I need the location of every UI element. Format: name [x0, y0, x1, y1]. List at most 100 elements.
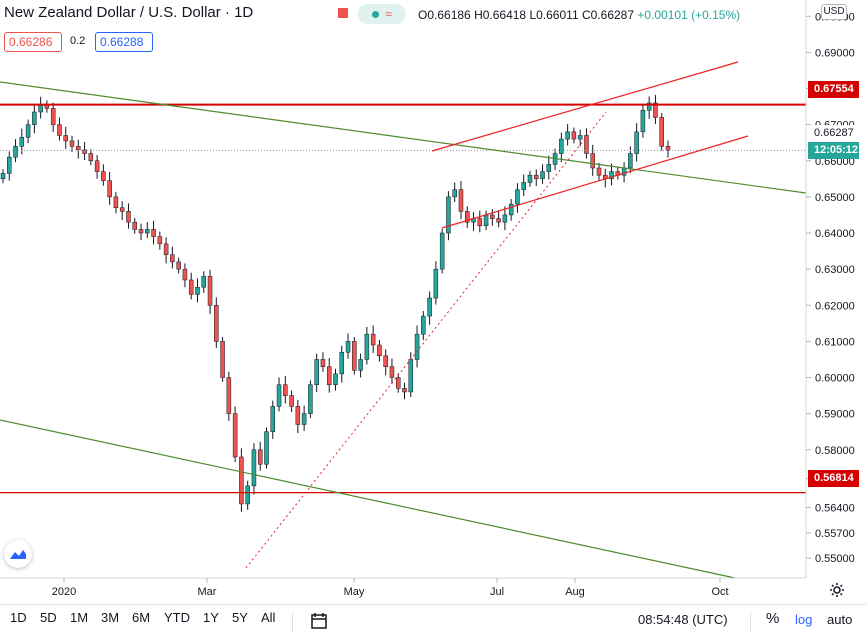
candle-body: [565, 131, 570, 140]
candle-body: [414, 333, 420, 360]
candle-body: [207, 276, 213, 306]
y-tick-label: 0.58000: [815, 445, 855, 457]
candle-body: [508, 203, 514, 216]
log-scale-button[interactable]: log: [795, 612, 813, 627]
toolbar-divider: [750, 612, 751, 632]
candle-body: [534, 174, 539, 180]
current-price-tag: 0.66287: [808, 125, 859, 142]
candle-body: [546, 164, 552, 172]
toolbar-divider: [292, 612, 293, 632]
candle-body: [577, 135, 583, 140]
time-axis: 2020 Mar May Jul Aug Oct: [52, 578, 729, 598]
buy-button[interactable]: 0.66288: [95, 32, 153, 52]
ohlc-legend: O0.66186 H0.66418 L0.66011 C0.66287 +0.0…: [418, 8, 740, 22]
y-tick-label: 0.65000: [815, 192, 855, 204]
candle-body: [383, 355, 388, 367]
candle-body: [628, 153, 633, 169]
candle-body: [88, 153, 94, 162]
candle-body: [377, 344, 382, 357]
utc-clock[interactable]: 08:54:48 (UTC): [638, 612, 728, 627]
symbol-title[interactable]: New Zealand Dollar / U.S. Dollar · 1D: [4, 4, 254, 21]
candle-body: [364, 333, 370, 360]
candle-body: [195, 286, 200, 295]
y-tick-label: 0.64000: [815, 228, 855, 240]
candle-body: [584, 135, 589, 154]
range-1m[interactable]: 1M: [70, 610, 89, 625]
range-ytd[interactable]: YTD: [164, 610, 190, 625]
candle-body: [295, 406, 301, 425]
candle-body: [182, 268, 188, 281]
candle-body: [395, 377, 401, 389]
candle-body: [345, 341, 351, 353]
range-5y[interactable]: 5Y: [232, 610, 248, 625]
candle-body: [308, 384, 313, 414]
candle-body: [7, 156, 12, 174]
x-tick-label: Oct: [711, 586, 728, 598]
settings-gear-icon[interactable]: [829, 582, 845, 598]
range-1d[interactable]: 1D: [10, 610, 27, 625]
candle-body: [333, 373, 338, 385]
y-tick-label: 0.63000: [815, 264, 855, 276]
percent-scale-button[interactable]: %: [766, 610, 780, 627]
candle-body: [270, 406, 276, 432]
candle-body: [502, 214, 508, 223]
candle-body: [126, 211, 131, 223]
support-price-tag: 0.56814: [808, 470, 859, 487]
candle-body: [69, 140, 75, 147]
y-tick-label: 0.55700: [815, 528, 855, 540]
candle-body: [50, 108, 56, 125]
market-status-icon: [338, 8, 348, 18]
range-1y[interactable]: 1Y: [203, 610, 219, 625]
candle-body: [596, 167, 602, 176]
x-tick-label: May: [344, 586, 365, 598]
candle-body: [433, 268, 439, 299]
candle-body: [163, 243, 169, 255]
ohlc-high: H0.66418: [474, 8, 527, 22]
candle-body: [665, 146, 671, 151]
candle-body: [320, 359, 326, 367]
candle-body: [609, 171, 614, 180]
candle-body: [496, 218, 501, 223]
candle-body: [640, 109, 646, 133]
candle-body: [188, 279, 194, 295]
candle-body: [452, 189, 457, 198]
indicator-toggle[interactable]: ≈: [358, 4, 406, 24]
candle-body: [559, 138, 564, 154]
range-all[interactable]: All: [261, 610, 276, 625]
x-tick-label: Aug: [565, 586, 585, 598]
candle-body: [19, 137, 25, 147]
dotted-trendline: [245, 111, 607, 569]
lower-trendline: [0, 419, 736, 579]
candle-body: [176, 261, 181, 270]
candle-body: [32, 111, 37, 125]
channel-upper: [431, 61, 739, 152]
tradingview-logo[interactable]: [4, 540, 32, 568]
candle-body: [521, 182, 526, 190]
range-6m[interactable]: 6M: [132, 610, 151, 625]
candle-body: [151, 229, 156, 237]
ohlc-open: O0.66186: [418, 8, 471, 22]
currency-selector[interactable]: USD: [821, 4, 847, 20]
candle-body: [107, 180, 112, 198]
candle-body: [226, 377, 232, 414]
candle-body: [515, 189, 520, 205]
sell-button[interactable]: 0.66286: [4, 32, 62, 52]
x-tick-label: 2020: [52, 586, 76, 598]
auto-scale-button[interactable]: auto: [827, 612, 853, 627]
range-3m[interactable]: 3M: [101, 610, 120, 625]
date-range-icon[interactable]: [310, 612, 328, 630]
candle-body: [170, 254, 175, 263]
candle-body: [483, 214, 489, 227]
candle-body: [245, 485, 250, 505]
candle-body: [257, 449, 263, 465]
candle-body: [421, 315, 426, 335]
candle-body: [634, 131, 639, 154]
range-5d[interactable]: 5D: [40, 610, 57, 625]
candle-body: [571, 131, 577, 140]
candle-body: [157, 236, 163, 245]
candle-body: [283, 384, 288, 396]
candle-body: [0, 173, 6, 180]
candle-body: [464, 211, 470, 223]
